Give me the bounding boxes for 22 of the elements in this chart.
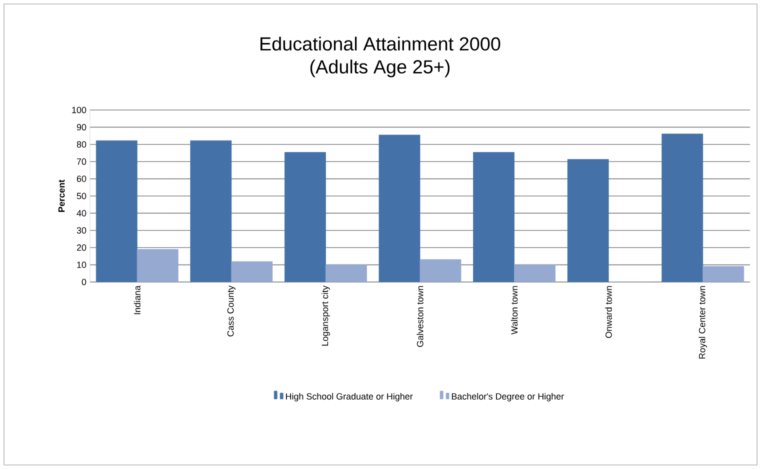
x-tick-label: Onward town xyxy=(605,286,612,338)
chart-title: Educational Attainment 2000 (Adults Age 25+) xyxy=(260,36,500,78)
legend-label: High School Graduate or Higher xyxy=(286,393,413,402)
y-tick-label: 10 xyxy=(77,262,86,268)
x-tick-label: Walton town xyxy=(510,286,518,334)
y-tick-label: 30 xyxy=(76,227,86,234)
legend-label: Bachelor's Degree or Higher xyxy=(452,393,564,402)
x-tick-label: Cass County xyxy=(227,286,236,336)
y-tick-label: 90 xyxy=(76,124,86,130)
x-tick-label: Indiana xyxy=(134,286,140,314)
x-tick-label: Galveston town xyxy=(416,286,424,347)
x-tick-label: Logansport city xyxy=(322,286,330,346)
y-tick-label: 50 xyxy=(76,192,86,200)
y-tick-label: 0 xyxy=(82,278,86,286)
y-tick-label: 40 xyxy=(76,210,86,216)
y-tick-label: 70 xyxy=(76,158,86,165)
y-tick-label: 20 xyxy=(76,244,86,251)
y-tick-label: 80 xyxy=(76,141,86,148)
y-tick-label: 60 xyxy=(76,176,86,182)
y-axis-title: Percent xyxy=(58,180,65,212)
x-tick-label: Royal Center town xyxy=(698,286,708,359)
y-tick-label: 100 xyxy=(72,106,86,114)
